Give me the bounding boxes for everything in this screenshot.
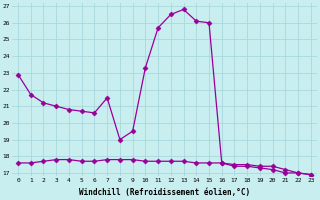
X-axis label: Windchill (Refroidissement éolien,°C): Windchill (Refroidissement éolien,°C): [79, 188, 250, 197]
